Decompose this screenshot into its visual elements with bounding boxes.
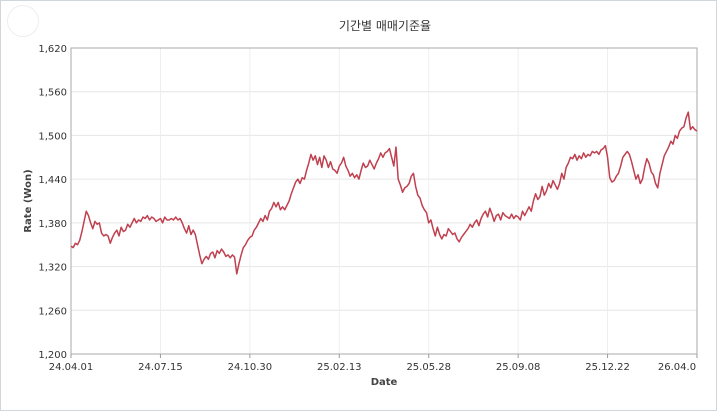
y-tick-label: 1,500	[38, 131, 67, 142]
x-axis-ticks: 24.04.01 24.07.15 24.10.30 25.02.13 25.05.28…	[49, 354, 698, 373]
y-tick-label: 1,260	[38, 306, 67, 317]
x-tick-label: 24.04.01	[49, 362, 94, 373]
y-tick-label: 1,440	[38, 175, 67, 186]
x-tick-label: 25.09.08	[496, 362, 541, 373]
chart-title: 기간별 매매기준율	[339, 19, 431, 33]
y-axis-label: Rate (Won)	[23, 169, 34, 232]
grid-lines	[70, 47, 698, 355]
y-tick-label: 1,200	[38, 350, 67, 361]
x-tick-label: 25.12.22	[585, 362, 630, 373]
x-tick-label: 25.02.13	[317, 362, 362, 373]
plot-area-border	[70, 47, 698, 355]
x-tick-label: 24.07.15	[138, 362, 183, 373]
x-axis-label: Date	[371, 377, 398, 388]
y-tick-label: 1,620	[38, 44, 67, 55]
x-tick-label: 25.05.28	[406, 362, 451, 373]
y-tick-label: 1,380	[38, 219, 67, 230]
series-line	[70, 111, 698, 275]
y-tick-label: 1,320	[38, 263, 67, 274]
x-tick-label: 24.10.30	[228, 362, 273, 373]
y-tick-label: 1,560	[38, 88, 67, 99]
x-tick-label: 26.04.0	[658, 362, 696, 373]
y-axis-ticks: 1,200 1,260 1,320 1,380 1,440 1,500 1,560 1,620	[38, 44, 67, 361]
